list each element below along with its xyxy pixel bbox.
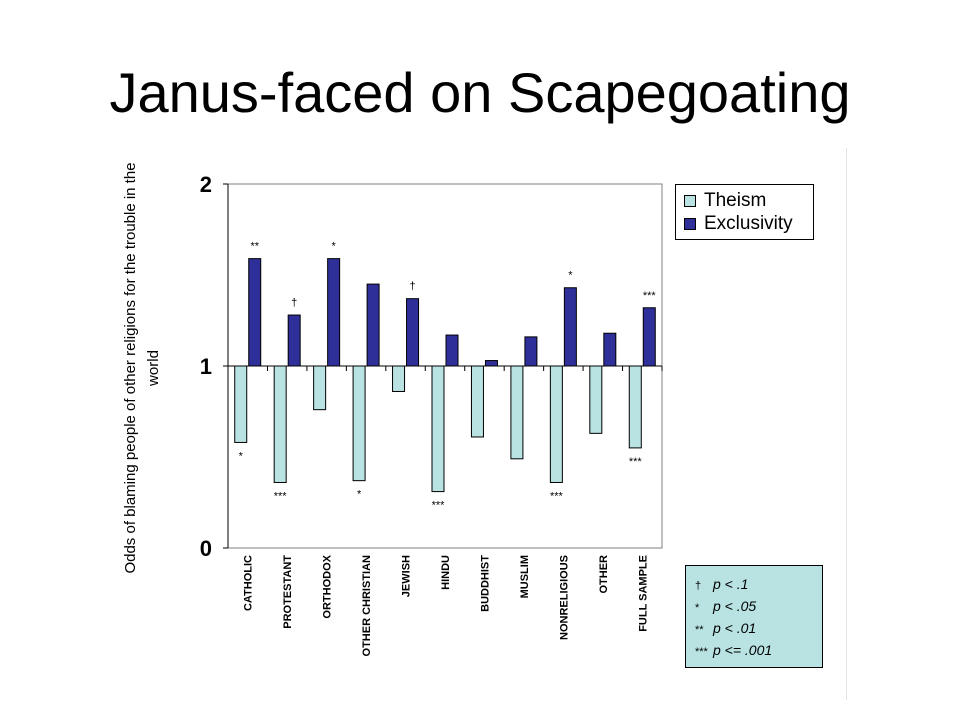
- bar-theism-orthodox: [313, 365, 327, 411]
- significance-label: *: [331, 241, 336, 253]
- legend-label-exclusivity: Exclusivity: [704, 213, 793, 234]
- sig-text: p < .1: [713, 576, 749, 592]
- bar-theism-full-sample: [628, 365, 642, 449]
- bar-theism-catholic: [234, 365, 248, 443]
- significance-label: **: [250, 241, 259, 253]
- bar-theism-muslim: [510, 365, 524, 460]
- bar-theism-protestant: [273, 365, 287, 483]
- bar-exclusivity-jewish: [406, 298, 420, 367]
- x-tick-label: JEWISH: [401, 555, 413, 597]
- significance-label: *: [239, 450, 244, 462]
- legend-item-theism: Theism: [684, 190, 766, 212]
- bar-exclusivity-full-sample: [642, 307, 656, 367]
- sig-row-two-star: ** p < .01: [695, 620, 756, 638]
- legend-item-exclusivity: Exclusivity: [684, 213, 793, 235]
- x-tick-label: PROTESTANT: [282, 555, 294, 629]
- significance-label: †: [409, 281, 415, 293]
- sig-row-one-star: * p < .05: [695, 598, 756, 616]
- bar-exclusivity-other: [603, 332, 617, 367]
- significance-label: *: [568, 270, 573, 282]
- bar-theism-jewish: [392, 365, 406, 392]
- significance-label: ***: [550, 490, 564, 502]
- sig-symbol: ***: [695, 646, 708, 658]
- legend-swatch-theism: [684, 195, 696, 207]
- significance-label: ***: [432, 500, 446, 512]
- x-tick-label: CATHOLIC: [243, 555, 255, 611]
- x-tick-label: FULL SAMPLE: [637, 555, 649, 632]
- sig-symbol: †: [695, 580, 702, 592]
- sig-text: p <= .001: [713, 642, 773, 658]
- bar-exclusivity-catholic: [248, 258, 262, 367]
- significance-label: *: [357, 489, 362, 501]
- sig-text: p < .01: [713, 620, 757, 636]
- bar-theism-nonreligious: [549, 365, 563, 483]
- bar-theism-buddhist: [470, 365, 484, 438]
- x-tick-label: MUSLIM: [519, 555, 531, 598]
- significance-label: ***: [643, 290, 657, 302]
- y-axis-label: Odds of blaming people of other religion…: [122, 162, 162, 574]
- bar-exclusivity-other-christian: [366, 283, 380, 367]
- significance-label: ***: [274, 490, 288, 502]
- x-tick-label: NONRELIGIOUS: [558, 555, 570, 640]
- bar-theism-hindu: [431, 365, 445, 493]
- x-tick-label: ORTHODOX: [322, 554, 334, 618]
- sig-symbol: *: [695, 602, 700, 614]
- significance-key: † p < .1 * p < .05 ** p < .01 *** p <= .001: [685, 565, 823, 668]
- slide-divider: [846, 148, 847, 700]
- sig-row-three-star: *** p <= .001: [695, 642, 772, 660]
- legend-swatch-exclusivity: [684, 218, 696, 230]
- bar-exclusivity-muslim: [524, 336, 538, 367]
- x-tick-label: OTHER CHRISTIAN: [361, 555, 373, 657]
- bar-exclusivity-orthodox: [327, 258, 341, 367]
- y-tick-label: 2: [200, 172, 212, 197]
- bar-theism-other-christian: [352, 365, 366, 482]
- sig-row-dagger: † p < .1: [695, 576, 748, 594]
- bar-theism-other: [589, 365, 603, 434]
- x-tick-label: HINDU: [440, 555, 452, 590]
- sig-symbol: **: [695, 624, 704, 636]
- y-tick-label: 1: [200, 354, 212, 379]
- significance-label: ***: [629, 456, 643, 468]
- bar-exclusivity-buddhist: [484, 360, 498, 367]
- significance-label: †: [291, 297, 297, 309]
- bar-exclusivity-protestant: [287, 314, 301, 367]
- x-tick-label: OTHER: [598, 555, 610, 594]
- legend: Theism Exclusivity: [675, 184, 814, 240]
- bar-exclusivity-hindu: [445, 334, 459, 367]
- bar-exclusivity-nonreligious: [563, 287, 577, 367]
- slide-title: Janus-faced on Scapegoating: [109, 61, 851, 124]
- x-tick-label: BUDDHIST: [479, 555, 491, 612]
- legend-label-theism: Theism: [704, 190, 767, 211]
- y-tick-label: 0: [200, 536, 212, 561]
- sig-text: p < .05: [713, 598, 757, 614]
